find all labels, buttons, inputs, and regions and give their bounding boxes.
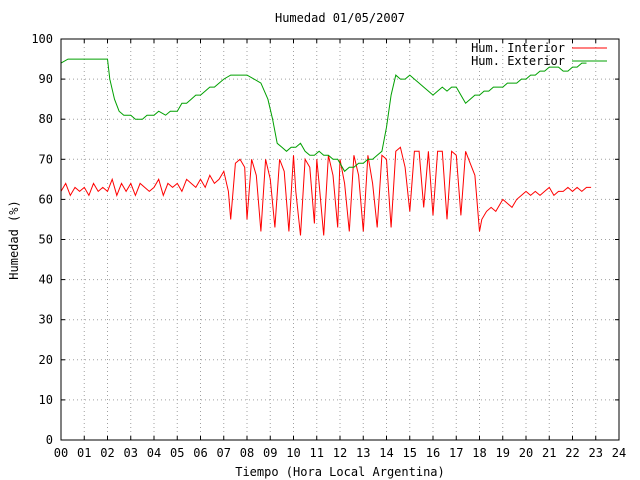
y-tick-label: 60 bbox=[39, 192, 53, 206]
series-line-exterior bbox=[60, 58, 587, 173]
series-line-interior bbox=[60, 146, 592, 236]
x-tick-label: 01 bbox=[77, 446, 91, 460]
y-tick-label: 10 bbox=[39, 393, 53, 407]
x-tick-label: 07 bbox=[217, 446, 231, 460]
x-tick-label: 22 bbox=[565, 446, 579, 460]
x-tick-label: 10 bbox=[286, 446, 300, 460]
y-tick-label: 50 bbox=[39, 233, 53, 247]
x-tick-label: 15 bbox=[403, 446, 417, 460]
legend-label: Hum. Interior bbox=[471, 41, 565, 55]
x-tick-label: 16 bbox=[426, 446, 440, 460]
y-tick-label: 0 bbox=[46, 433, 53, 447]
legend-label: Hum. Exterior bbox=[471, 54, 565, 68]
x-tick-label: 04 bbox=[147, 446, 161, 460]
grid bbox=[61, 39, 619, 440]
x-tick-label: 12 bbox=[333, 446, 347, 460]
series-layer bbox=[60, 58, 592, 236]
x-tick-label: 08 bbox=[240, 446, 254, 460]
x-tick-label: 03 bbox=[124, 446, 138, 460]
y-axis-label: Humedad (%) bbox=[7, 200, 21, 279]
x-tick-label: 18 bbox=[472, 446, 486, 460]
x-tick-label: 05 bbox=[170, 446, 184, 460]
y-tick-label: 40 bbox=[39, 273, 53, 287]
ticks: 00 01 02 03 04 05 06 07 08 09 10 11 12 13 14 15 16 17 18 19… bbox=[31, 32, 626, 460]
x-tick-label: 20 bbox=[519, 446, 533, 460]
x-tick-label: 23 bbox=[589, 446, 603, 460]
y-tick-label: 20 bbox=[39, 353, 53, 367]
x-axis-label: Tiempo (Hora Local Argentina) bbox=[235, 465, 445, 479]
x-tick-label: 24 bbox=[612, 446, 626, 460]
x-tick-label: 11 bbox=[310, 446, 324, 460]
y-tick-label: 70 bbox=[39, 152, 53, 166]
y-tick-label: 90 bbox=[39, 72, 53, 86]
x-tick-label: 21 bbox=[542, 446, 556, 460]
x-tick-label: 09 bbox=[263, 446, 277, 460]
y-tick-label: 30 bbox=[39, 313, 53, 327]
chart-title: Humedad 01/05/2007 bbox=[275, 11, 405, 25]
x-tick-label: 00 bbox=[54, 446, 68, 460]
x-tick-label: 02 bbox=[100, 446, 114, 460]
x-tick-label: 17 bbox=[449, 446, 463, 460]
y-tick-label: 80 bbox=[39, 112, 53, 126]
x-tick-label: 06 bbox=[193, 446, 207, 460]
y-tick-label: 100 bbox=[31, 32, 53, 46]
x-tick-label: 14 bbox=[379, 446, 393, 460]
x-tick-label: 19 bbox=[496, 446, 510, 460]
x-tick-label: 13 bbox=[356, 446, 370, 460]
